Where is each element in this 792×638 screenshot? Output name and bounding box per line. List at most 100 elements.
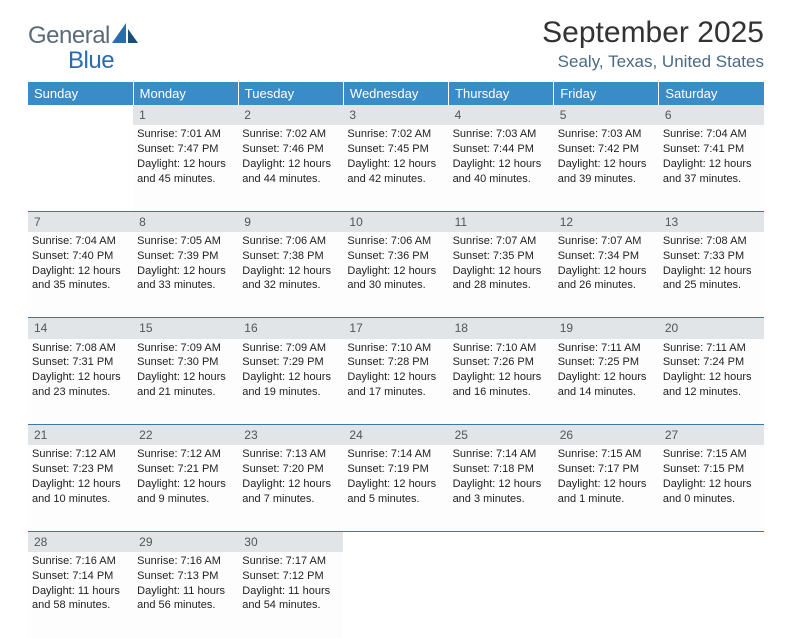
day-number-row: 21222324252627	[28, 425, 764, 446]
day-number-cell: 15	[133, 318, 238, 339]
sunset-line: Sunset: 7:29 PM	[242, 355, 339, 370]
logo-text: General Blue	[28, 22, 138, 72]
sunset-line: Sunset: 7:18 PM	[453, 462, 550, 477]
day-cell: Sunrise: 7:08 AMSunset: 7:33 PMDaylight:…	[659, 232, 764, 318]
sunset-line: Sunset: 7:33 PM	[663, 249, 760, 264]
day-number-row: 78910111213	[28, 211, 764, 232]
daylight-line: Daylight: 12 hours and 23 minutes.	[32, 370, 129, 400]
daylight-line: Daylight: 12 hours and 40 minutes.	[453, 157, 550, 187]
sunrise-line: Sunrise: 7:07 AM	[453, 234, 550, 249]
daylight-line: Daylight: 12 hours and 30 minutes.	[347, 264, 444, 294]
sunset-line: Sunset: 7:31 PM	[32, 355, 129, 370]
sunrise-line: Sunrise: 7:02 AM	[242, 127, 339, 142]
week-row: Sunrise: 7:08 AMSunset: 7:31 PMDaylight:…	[28, 339, 764, 425]
day-number-cell: 2	[238, 105, 343, 125]
day-number-cell: 19	[554, 318, 659, 339]
daylight-line: Daylight: 12 hours and 5 minutes.	[347, 477, 444, 507]
day-cell: Sunrise: 7:09 AMSunset: 7:30 PMDaylight:…	[133, 339, 238, 425]
sunrise-line: Sunrise: 7:06 AM	[242, 234, 339, 249]
day-number-cell: 7	[28, 211, 133, 232]
day-cell: Sunrise: 7:06 AMSunset: 7:36 PMDaylight:…	[343, 232, 448, 318]
day-header: Wednesday	[343, 82, 448, 105]
sunrise-line: Sunrise: 7:07 AM	[558, 234, 655, 249]
day-number-cell: 27	[659, 425, 764, 446]
day-cell: Sunrise: 7:07 AMSunset: 7:34 PMDaylight:…	[554, 232, 659, 318]
week-row: Sunrise: 7:12 AMSunset: 7:23 PMDaylight:…	[28, 445, 764, 531]
sunrise-line: Sunrise: 7:04 AM	[663, 127, 760, 142]
daylight-line: Daylight: 12 hours and 19 minutes.	[242, 370, 339, 400]
sunrise-line: Sunrise: 7:02 AM	[347, 127, 444, 142]
day-cell	[28, 125, 133, 211]
day-number-cell: 8	[133, 211, 238, 232]
day-number-cell: 24	[343, 425, 448, 446]
sunrise-line: Sunrise: 7:16 AM	[32, 554, 129, 569]
sunset-line: Sunset: 7:13 PM	[137, 569, 234, 584]
sunset-line: Sunset: 7:45 PM	[347, 142, 444, 157]
day-cell: Sunrise: 7:14 AMSunset: 7:18 PMDaylight:…	[449, 445, 554, 531]
logo-word-general: General	[28, 22, 110, 49]
day-cell: Sunrise: 7:05 AMSunset: 7:39 PMDaylight:…	[133, 232, 238, 318]
logo: General Blue	[28, 22, 138, 72]
day-number-cell	[449, 531, 554, 552]
sunset-line: Sunset: 7:35 PM	[453, 249, 550, 264]
day-cell: Sunrise: 7:16 AMSunset: 7:14 PMDaylight:…	[28, 552, 133, 638]
day-cell	[449, 552, 554, 638]
day-number-cell	[554, 531, 659, 552]
day-number-cell: 22	[133, 425, 238, 446]
day-cell	[343, 552, 448, 638]
day-number-cell: 29	[133, 531, 238, 552]
day-cell: Sunrise: 7:16 AMSunset: 7:13 PMDaylight:…	[133, 552, 238, 638]
daylight-line: Daylight: 12 hours and 3 minutes.	[453, 477, 550, 507]
sunset-line: Sunset: 7:46 PM	[242, 142, 339, 157]
daylight-line: Daylight: 12 hours and 1 minute.	[558, 477, 655, 507]
sunrise-line: Sunrise: 7:05 AM	[137, 234, 234, 249]
day-number-cell: 26	[554, 425, 659, 446]
day-number-cell	[659, 531, 764, 552]
sunset-line: Sunset: 7:40 PM	[32, 249, 129, 264]
sunset-line: Sunset: 7:47 PM	[137, 142, 234, 157]
day-cell: Sunrise: 7:09 AMSunset: 7:29 PMDaylight:…	[238, 339, 343, 425]
day-cell: Sunrise: 7:15 AMSunset: 7:15 PMDaylight:…	[659, 445, 764, 531]
daylight-line: Daylight: 12 hours and 45 minutes.	[137, 157, 234, 187]
daylight-line: Daylight: 12 hours and 9 minutes.	[137, 477, 234, 507]
day-number-cell: 13	[659, 211, 764, 232]
day-cell: Sunrise: 7:11 AMSunset: 7:24 PMDaylight:…	[659, 339, 764, 425]
day-cell: Sunrise: 7:12 AMSunset: 7:21 PMDaylight:…	[133, 445, 238, 531]
sunset-line: Sunset: 7:34 PM	[558, 249, 655, 264]
day-header: Friday	[554, 82, 659, 105]
sunset-line: Sunset: 7:39 PM	[137, 249, 234, 264]
sunset-line: Sunset: 7:41 PM	[663, 142, 760, 157]
sunrise-line: Sunrise: 7:15 AM	[663, 447, 760, 462]
sunset-line: Sunset: 7:44 PM	[453, 142, 550, 157]
sunrise-line: Sunrise: 7:08 AM	[32, 341, 129, 356]
day-cell: Sunrise: 7:02 AMSunset: 7:46 PMDaylight:…	[238, 125, 343, 211]
day-number-cell: 6	[659, 105, 764, 125]
day-number-cell: 28	[28, 531, 133, 552]
day-number-cell: 1	[133, 105, 238, 125]
day-header: Tuesday	[238, 82, 343, 105]
sunrise-line: Sunrise: 7:14 AM	[453, 447, 550, 462]
day-number-cell: 30	[238, 531, 343, 552]
logo-sail-icon	[112, 23, 138, 43]
sunset-line: Sunset: 7:20 PM	[242, 462, 339, 477]
daylight-line: Daylight: 11 hours and 58 minutes.	[32, 584, 129, 614]
sunrise-line: Sunrise: 7:08 AM	[663, 234, 760, 249]
sunrise-line: Sunrise: 7:16 AM	[137, 554, 234, 569]
sunset-line: Sunset: 7:38 PM	[242, 249, 339, 264]
month-title: September 2025	[542, 16, 764, 50]
sunrise-line: Sunrise: 7:10 AM	[347, 341, 444, 356]
day-cell: Sunrise: 7:01 AMSunset: 7:47 PMDaylight:…	[133, 125, 238, 211]
week-row: Sunrise: 7:04 AMSunset: 7:40 PMDaylight:…	[28, 232, 764, 318]
daylight-line: Daylight: 12 hours and 17 minutes.	[347, 370, 444, 400]
sunset-line: Sunset: 7:26 PM	[453, 355, 550, 370]
daylight-line: Daylight: 12 hours and 7 minutes.	[242, 477, 339, 507]
daylight-line: Daylight: 12 hours and 14 minutes.	[558, 370, 655, 400]
day-number-row: 282930	[28, 531, 764, 552]
day-cell: Sunrise: 7:15 AMSunset: 7:17 PMDaylight:…	[554, 445, 659, 531]
daylight-line: Daylight: 12 hours and 44 minutes.	[242, 157, 339, 187]
sunset-line: Sunset: 7:24 PM	[663, 355, 760, 370]
calendar-table: SundayMondayTuesdayWednesdayThursdayFrid…	[28, 82, 764, 638]
day-cell: Sunrise: 7:17 AMSunset: 7:12 PMDaylight:…	[238, 552, 343, 638]
day-number-cell: 9	[238, 211, 343, 232]
day-cell: Sunrise: 7:10 AMSunset: 7:26 PMDaylight:…	[449, 339, 554, 425]
